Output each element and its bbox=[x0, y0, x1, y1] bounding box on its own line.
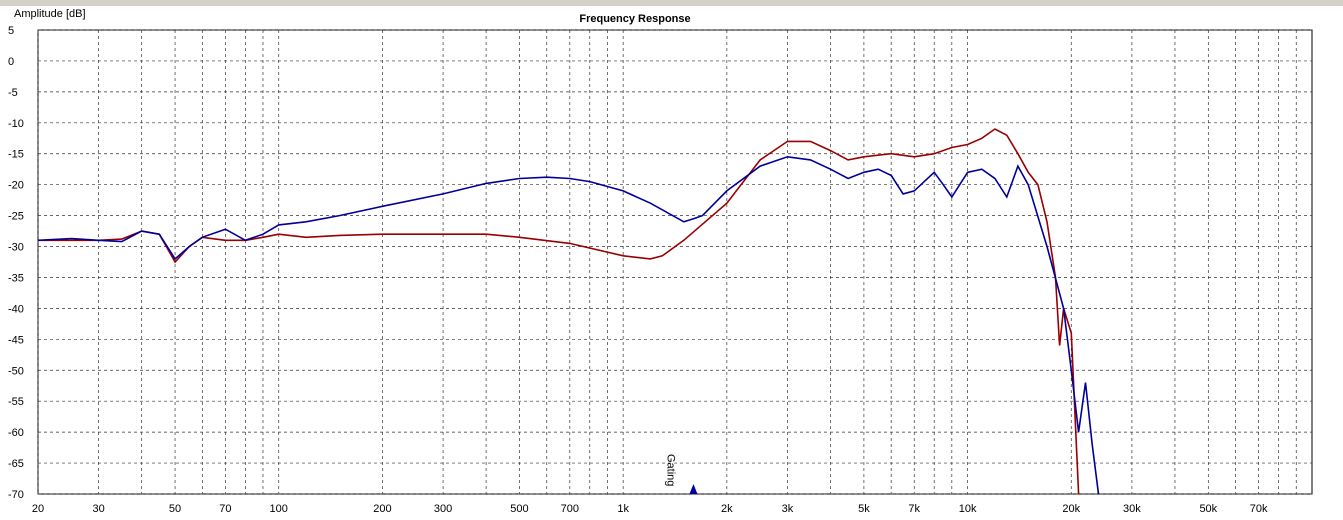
y-tick-label: -10 bbox=[8, 118, 24, 130]
plot-area bbox=[37, 29, 1313, 495]
y-tick-label: -55 bbox=[8, 396, 24, 408]
y-tick-label: 0 bbox=[8, 56, 14, 68]
y-axis-label: Amplitude [dB] bbox=[14, 8, 86, 20]
y-tick-label: -45 bbox=[8, 334, 24, 346]
y-tick-label: -25 bbox=[8, 211, 24, 223]
x-tick-label: 20k bbox=[1062, 503, 1080, 515]
x-tick-label: 500 bbox=[510, 503, 528, 515]
x-tick-label: 70k bbox=[1250, 503, 1268, 515]
y-tick-label: -15 bbox=[8, 149, 24, 161]
x-tick-label: 30 bbox=[93, 503, 105, 515]
x-tick-label: 3k bbox=[782, 503, 794, 515]
y-tick-label: -40 bbox=[8, 303, 24, 315]
y-tick-label: -65 bbox=[8, 458, 24, 470]
y-tick-label: -60 bbox=[8, 427, 24, 439]
top-bar bbox=[0, 0, 1343, 6]
y-tick-label: -30 bbox=[8, 242, 24, 254]
y-tick-label: -20 bbox=[8, 180, 24, 192]
y-tick-label: 5 bbox=[8, 25, 14, 37]
x-tick-label: 700 bbox=[561, 503, 579, 515]
x-tick-label: 30k bbox=[1123, 503, 1141, 515]
x-tick-label: 5k bbox=[858, 503, 870, 515]
series-line bbox=[37, 155, 1100, 495]
x-tick-label: 20 bbox=[32, 503, 44, 515]
y-tick-label: -50 bbox=[8, 365, 24, 377]
annotation: Gating bbox=[664, 454, 676, 486]
x-tick-label: 1k bbox=[617, 503, 629, 515]
x-tick-label: 10k bbox=[959, 503, 977, 515]
series-line bbox=[38, 128, 1080, 495]
x-tick-label: 100 bbox=[270, 503, 288, 515]
x-tick-label: 70 bbox=[219, 503, 231, 515]
chart-title: Frequency Response bbox=[579, 13, 690, 25]
x-tick-label: 2k bbox=[721, 503, 733, 515]
gating-marker bbox=[689, 484, 698, 494]
x-tick-label: 200 bbox=[373, 503, 391, 515]
y-tick-label: -5 bbox=[8, 87, 18, 99]
x-tick-label: 50 bbox=[169, 503, 181, 515]
y-tick-label: -70 bbox=[8, 489, 24, 501]
y-tick-label: -35 bbox=[8, 272, 24, 284]
x-tick-label: 50k bbox=[1199, 503, 1217, 515]
x-tick-label: 300 bbox=[434, 503, 452, 515]
x-tick-label: 7k bbox=[908, 503, 920, 515]
